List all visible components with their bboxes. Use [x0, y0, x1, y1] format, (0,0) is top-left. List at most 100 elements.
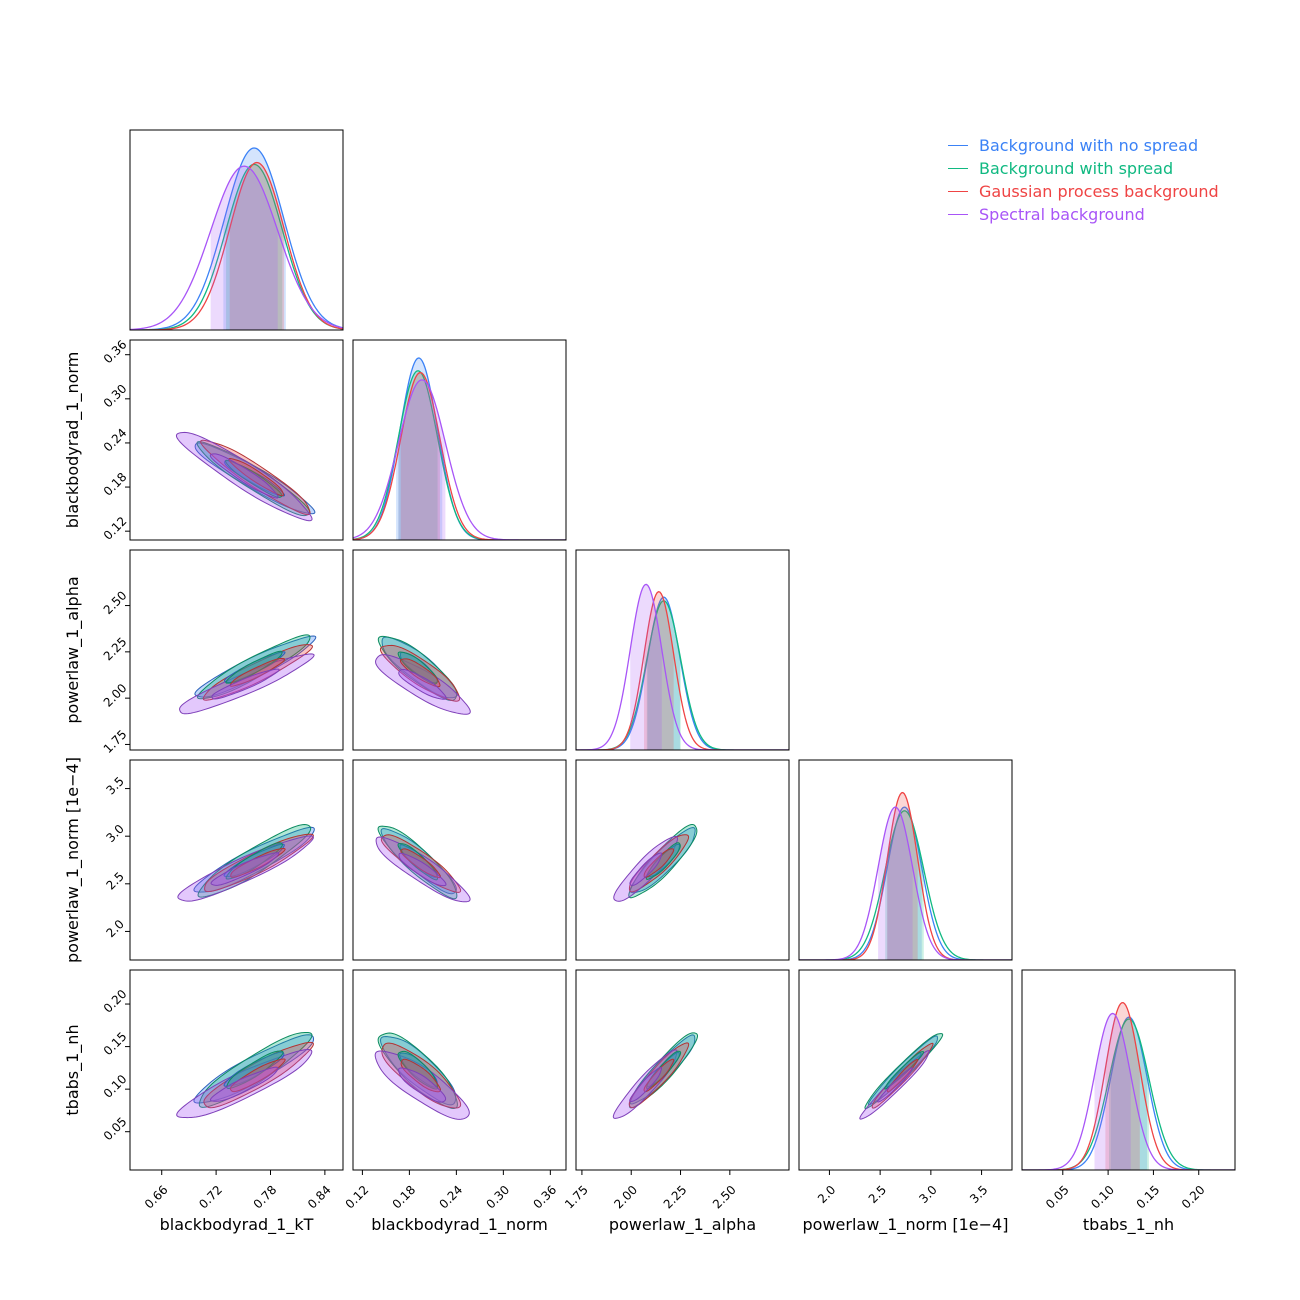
panel-kT — [130, 147, 343, 330]
contour-inner — [225, 459, 283, 498]
x-tick-label: 2.5 — [866, 1183, 889, 1206]
panel-frame — [129, 129, 344, 331]
panel-frame — [352, 549, 567, 751]
panel-norm-nh — [374, 1032, 470, 1120]
panel-frame — [575, 759, 790, 961]
interval-band — [887, 792, 918, 960]
interval-band — [210, 166, 278, 330]
panel-frame — [575, 969, 790, 1171]
panel-norm-pnorm — [375, 825, 471, 903]
panel-frame — [575, 549, 790, 751]
panel-frame — [129, 549, 344, 751]
panel-frame — [352, 759, 567, 961]
contour-inner — [225, 650, 283, 684]
x-tick-label: 3.0 — [916, 1183, 939, 1206]
contour-inner — [643, 848, 675, 878]
interval-band — [878, 807, 913, 960]
y-tick-label: 0.05 — [101, 1114, 130, 1143]
panel-alpha — [576, 583, 789, 750]
contour-inner — [629, 852, 663, 886]
x-tick-label: 0.66 — [142, 1183, 171, 1212]
density-line — [576, 590, 789, 750]
panel-kT-nh — [176, 1031, 315, 1119]
panel-frame — [129, 759, 344, 961]
panel-kT-pnorm — [177, 824, 315, 902]
y-axis-label: tbabs_1_nh — [63, 1024, 83, 1115]
x-tick-label: 0.72 — [196, 1183, 225, 1212]
x-tick-label: 1.75 — [562, 1183, 591, 1212]
contour-outer — [375, 654, 471, 715]
contour-inner — [211, 668, 280, 700]
x-tick-label: 0.20 — [1179, 1183, 1208, 1212]
contour-inner — [209, 453, 279, 499]
panel-alpha-pnorm — [613, 823, 698, 902]
interval-band — [630, 584, 662, 750]
x-tick-label: 2.50 — [710, 1183, 739, 1212]
y-tick-label: 1.75 — [101, 727, 130, 756]
contour-inner — [646, 1050, 682, 1090]
x-tick-label: 3.5 — [967, 1183, 990, 1206]
interval-band — [1105, 1002, 1140, 1170]
y-tick-label: 0.15 — [101, 1029, 130, 1058]
y-tick-label: 0.10 — [101, 1072, 130, 1101]
x-axis-label: tbabs_1_nh — [1083, 1215, 1174, 1235]
x-tick-label: 0.12 — [343, 1183, 372, 1212]
density-line — [353, 357, 566, 540]
legend-label: Gaussian process background — [979, 182, 1219, 201]
density-line — [353, 371, 566, 540]
y-axis-label: blackbodyrad_1_norm — [63, 352, 83, 529]
x-tick-label: 0.18 — [390, 1183, 419, 1212]
contour-inner — [223, 1051, 285, 1087]
y-tick-label: 2.5 — [103, 869, 126, 892]
y-tick-label: 2.25 — [101, 635, 130, 664]
y-tick-label: 0.18 — [101, 470, 130, 499]
x-tick-label: 0.84 — [305, 1183, 334, 1212]
legend-swatch — [948, 168, 968, 169]
panel-frame — [129, 969, 344, 1171]
x-tick-label: 0.78 — [251, 1183, 280, 1212]
x-axis-label: powerlaw_1_alpha — [609, 1215, 756, 1235]
x-axis-label: blackbodyrad_1_norm — [371, 1215, 548, 1235]
y-tick-label: 2.00 — [101, 681, 130, 710]
interval-band — [644, 591, 674, 750]
y-tick-label: 3.0 — [103, 822, 126, 845]
panel-frame — [352, 339, 567, 541]
interval-band — [885, 810, 924, 960]
x-tick-label: 0.10 — [1088, 1183, 1117, 1212]
contour-inner — [210, 852, 280, 886]
legend-swatch — [948, 191, 968, 192]
panel-frame — [798, 969, 1013, 1171]
density-line — [130, 147, 343, 330]
panel-frame — [352, 969, 567, 1171]
y-tick-label: 3.5 — [103, 774, 126, 797]
contour-inner — [399, 1052, 438, 1088]
interval-band — [647, 597, 680, 750]
interval-band — [398, 370, 438, 540]
panel-pnorm-nh — [859, 1033, 944, 1120]
interval-band — [887, 807, 922, 960]
legend-entry: Gaussian process background — [948, 180, 1219, 203]
contour-inner — [397, 843, 438, 881]
legend-swatch — [948, 145, 968, 146]
x-tick-label: 0.36 — [530, 1183, 559, 1212]
legend-label: Background with spread — [979, 159, 1174, 178]
legend-label: Background with no spread — [979, 136, 1199, 155]
panel-kT-alpha — [179, 634, 317, 715]
density-line — [576, 583, 789, 750]
density-line — [353, 370, 566, 540]
density-line — [130, 161, 343, 330]
interval-band — [1109, 1018, 1149, 1170]
interval-band — [400, 372, 440, 540]
interval-band — [1094, 1013, 1131, 1170]
interval-band — [229, 162, 285, 330]
contour-inner — [645, 842, 681, 880]
contour-inner — [229, 1058, 286, 1093]
panel-frame — [1021, 969, 1236, 1171]
panel-pnorm — [799, 791, 1012, 960]
contour-inner — [398, 1067, 447, 1103]
panel-frame — [798, 759, 1013, 961]
x-tick-label: 0.05 — [1043, 1183, 1072, 1212]
density-line — [1022, 1012, 1235, 1170]
panel-nh — [1022, 1001, 1235, 1170]
